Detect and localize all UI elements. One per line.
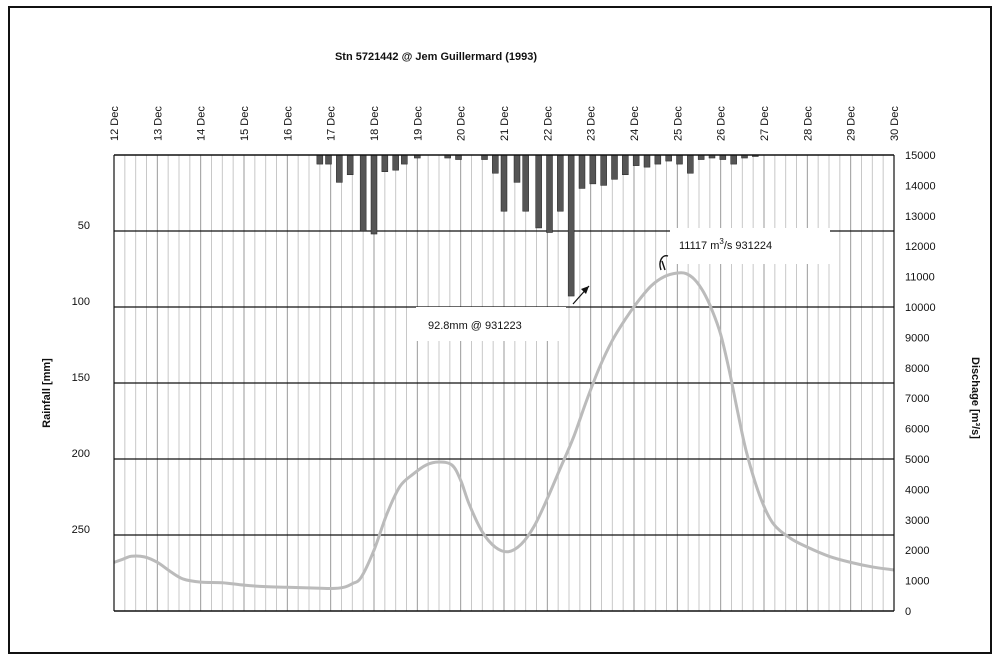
- x-tick-label: 17 Dec: [326, 106, 338, 141]
- rainfall-bar: [546, 154, 553, 233]
- rainfall-bar: [359, 154, 367, 232]
- rainfall-bar: [567, 154, 575, 297]
- rainfall-bar: [325, 154, 332, 165]
- right-tick-label: 12000: [905, 241, 936, 253]
- annotations: 92.8mm @ 931223 11117 m3/s 931224: [416, 228, 830, 341]
- right-tick-label: 5000: [905, 454, 929, 466]
- x-tick-label: 25 Dec: [672, 106, 684, 141]
- right-tick-label: 13000: [905, 211, 936, 223]
- x-tick-label: 26 Dec: [716, 106, 728, 141]
- right-tick-label: 10000: [905, 302, 936, 314]
- x-tick-label: 13 Dec: [152, 106, 164, 141]
- rainfall-bar: [492, 154, 499, 174]
- rainfall-bar: [676, 154, 683, 165]
- discharge-line-group: [113, 271, 895, 591]
- right-tick-label: 7000: [905, 393, 929, 405]
- x-tick-label: 30 Dec: [889, 106, 901, 141]
- rainfall-bar: [522, 154, 529, 212]
- x-tick-label: 12 Dec: [109, 106, 121, 141]
- axes: [113, 154, 895, 612]
- rainfall-bar: [535, 154, 542, 229]
- x-tick-label: 15 Dec: [239, 106, 251, 141]
- rainfall-bar: [654, 154, 662, 165]
- chart-title: Stn 5721442 @ Jem Guillermard (1993): [335, 51, 537, 63]
- rainfall-bar: [687, 154, 694, 174]
- right-tick-label: 11000: [905, 272, 935, 284]
- right-tick-label: 2000: [905, 545, 929, 557]
- right-tick-label: 8000: [905, 363, 929, 375]
- x-tick-labels: 12 Dec 13 Dec 14 Dec 15 Dec 16 Dec 17 Dec 18 D…: [109, 106, 901, 141]
- x-tick-label: 29 Dec: [846, 106, 858, 141]
- right-tick-label: 4000: [905, 484, 929, 496]
- rainfall-bar: [381, 154, 389, 172]
- rainfall-bars: [316, 154, 759, 297]
- right-tick-labels: 0 1000 2000 3000 4000 5000 6000 7000 8000 9000 100…: [905, 150, 936, 618]
- annotation-rain-arrowhead: [581, 286, 589, 294]
- x-tick-label: 19 Dec: [412, 106, 424, 141]
- x-tick-label: 21 Dec: [499, 106, 511, 141]
- rainfall-bar: [336, 154, 343, 183]
- rainfall-bar: [401, 154, 408, 165]
- rainfall-bar: [632, 154, 640, 166]
- annotation-discharge-box: [670, 228, 830, 264]
- rainfall-discharge-chart: Stn 5721442 @ Jem Guillermard (1993) 12 …: [41, 51, 981, 618]
- rainfall-bar: [370, 154, 378, 235]
- rainfall-bar: [622, 154, 629, 176]
- rainfall-bar: [665, 154, 672, 162]
- rainfall-bar: [316, 154, 324, 165]
- left-tick-label: 250: [72, 524, 90, 536]
- rainfall-bar: [600, 154, 607, 186]
- discharge-line: [113, 271, 895, 591]
- right-tick-label: 14000: [905, 180, 936, 192]
- x-tick-label: 20 Dec: [456, 106, 468, 141]
- left-tick-label: 50: [78, 220, 90, 232]
- right-tick-label: 3000: [905, 515, 929, 527]
- right-tick-label: 6000: [905, 424, 929, 436]
- rainfall-bar: [611, 154, 618, 180]
- annotation-rain-box: [416, 307, 566, 341]
- x-tick-label: 22 Dec: [542, 106, 554, 141]
- annotation-discharge-text: 11117 m3/s 931224: [679, 237, 772, 252]
- right-axis-label: Dischage [m³/s]: [969, 357, 981, 439]
- rainfall-bar: [589, 154, 597, 185]
- rainfall-bar: [578, 154, 586, 189]
- left-tick-label: 100: [72, 296, 90, 308]
- left-axis-label: Rainfall [mm]: [41, 358, 53, 428]
- left-tick-labels: 50 100 150 200 250: [72, 220, 90, 536]
- rainfall-bar: [392, 154, 399, 171]
- x-tick-label: 27 Dec: [759, 106, 771, 141]
- x-tick-label: 28 Dec: [802, 106, 814, 141]
- right-tick-label: 0: [905, 606, 911, 618]
- rainfall-bar: [500, 154, 508, 212]
- right-tick-label: 9000: [905, 332, 929, 344]
- left-tick-label: 150: [72, 372, 90, 384]
- x-tick-label: 16 Dec: [282, 106, 294, 141]
- x-tick-label: 18 Dec: [369, 106, 381, 141]
- x-tick-label: 24 Dec: [629, 106, 641, 141]
- rainfall-bar: [643, 154, 651, 168]
- rainfall-bar: [557, 154, 564, 212]
- x-tick-label: 23 Dec: [586, 106, 598, 141]
- rainfall-bar: [513, 154, 521, 183]
- chart-frame: Stn 5721442 @ Jem Guillermard (1993) 12 …: [8, 6, 992, 654]
- right-tick-label: 1000: [905, 576, 929, 588]
- grid: [113, 155, 895, 611]
- rainfall-bar: [730, 154, 737, 165]
- left-tick-label: 200: [72, 448, 90, 460]
- right-tick-label: 15000: [905, 150, 936, 162]
- rainfall-bar: [346, 154, 354, 176]
- annotation-rain-text: 92.8mm @ 931223: [428, 320, 522, 332]
- annotation-discharge-arrow: [659, 255, 669, 271]
- x-tick-label: 14 Dec: [196, 106, 208, 141]
